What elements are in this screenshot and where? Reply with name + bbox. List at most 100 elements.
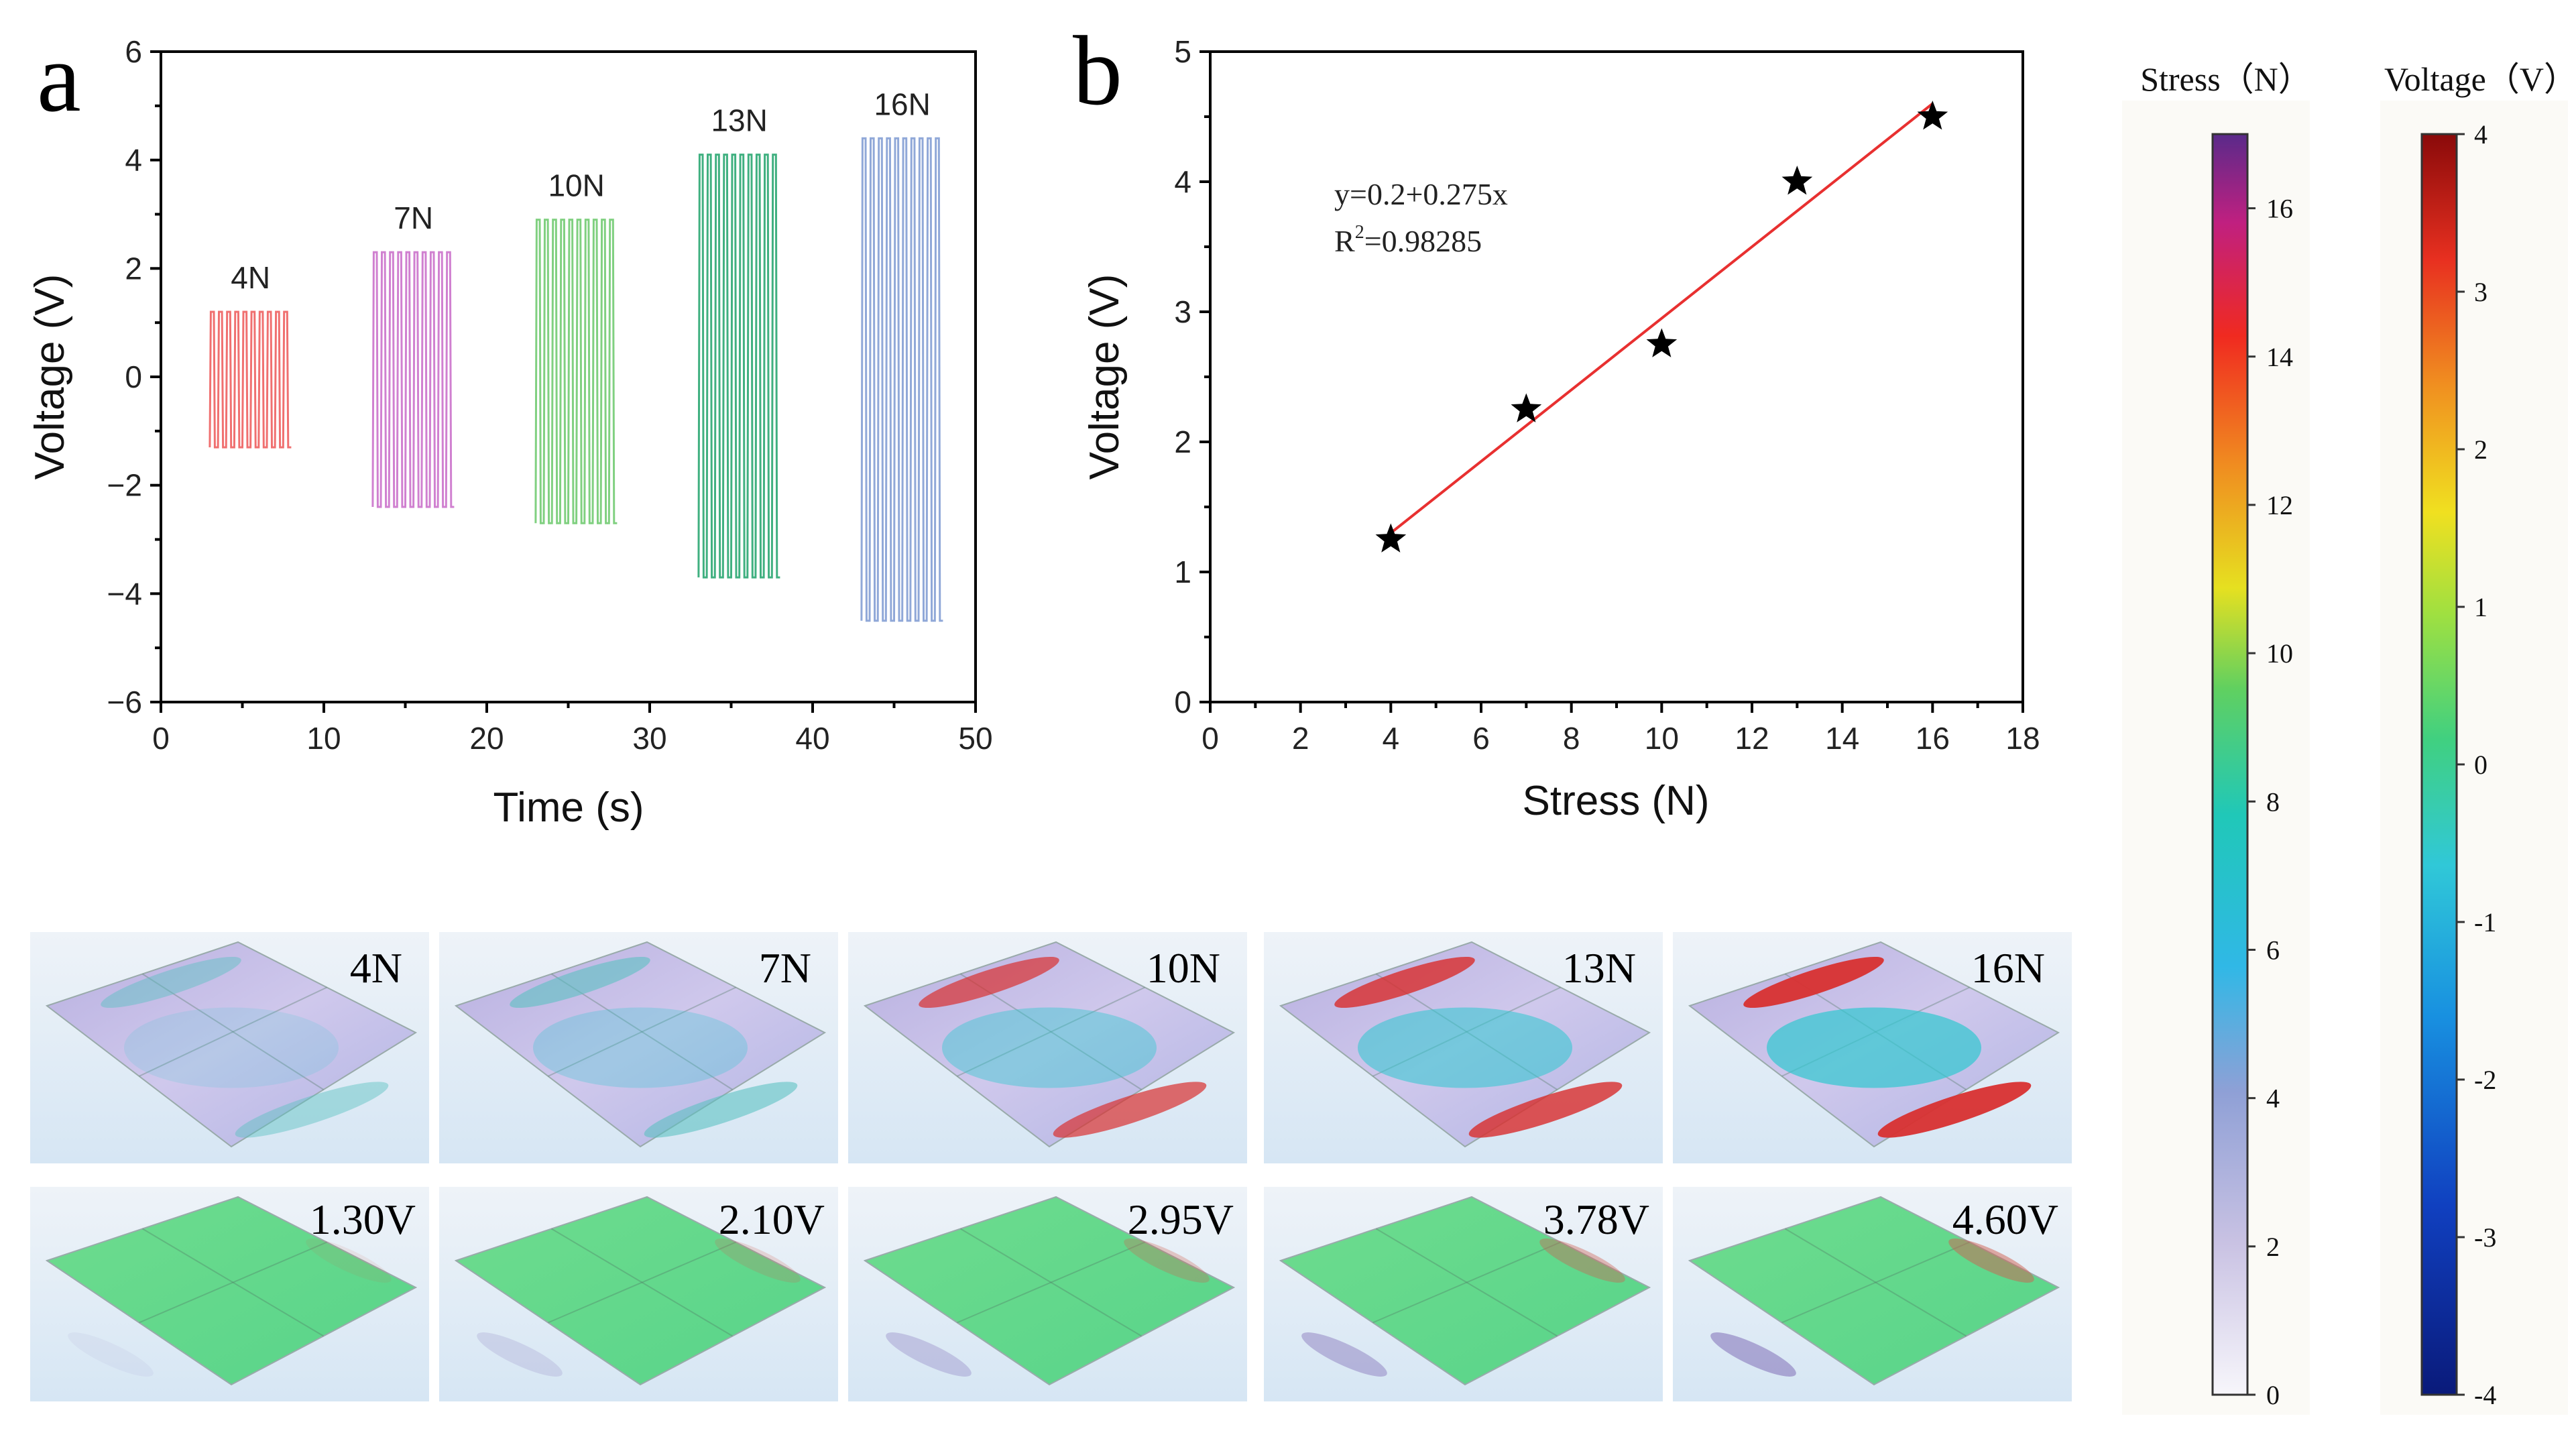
stress-hotspot	[1053, 1082, 1207, 1138]
voltage-colorbar-tick-label: -2	[2474, 1065, 2496, 1095]
voltage-colorbar-tick-label: 1	[2474, 592, 2487, 622]
stress-simulation-row: 4N 7N 10N 13N 16N	[30, 932, 2072, 1163]
chart-b-xtick-label: 16	[1916, 721, 1950, 756]
voltage-label: 4.60V	[1952, 1196, 2058, 1243]
chart-b-ytick-label: 4	[1174, 164, 1191, 199]
panel-label-b: b	[1073, 16, 1122, 126]
voltage-hotspot	[1301, 1332, 1387, 1377]
stress-colorbar-tick-label: 6	[2266, 935, 2280, 965]
stress-center-field	[124, 1007, 339, 1088]
chart-a-xtick-label: 0	[152, 721, 170, 756]
data-point-star	[1917, 101, 1948, 130]
stress-label: 13N	[1562, 944, 1636, 992]
chart-b-ylabel: Voltage (V)	[1081, 274, 1128, 480]
chart-a-xlabel: Time (s)	[493, 785, 644, 831]
voltage-plate-grid	[957, 1241, 1145, 1324]
voltage-colorbar-tick-label: 0	[2474, 750, 2487, 780]
chart-a-voltage-vs-time: 0 10 20 30 40 50 −6 −4 −2 0 2 4 6 4N 7N 10N 13N 16N Time…	[27, 34, 993, 831]
chart-b-frame	[1209, 50, 2024, 703]
chart-b-xtick-label: 18	[2005, 721, 2040, 756]
chart-a-ylabel: Voltage (V)	[27, 274, 73, 480]
chart-b-ytick-label: 0	[1174, 685, 1191, 719]
stress-hotspot	[644, 1082, 798, 1138]
voltage-plate-grid	[1784, 1228, 1967, 1337]
stress-label: 7N	[759, 944, 811, 992]
stress-hotspot	[1877, 1082, 2032, 1138]
chart-a-xtick-label: 20	[469, 721, 504, 756]
chart-a-xtick-label: 50	[958, 721, 992, 756]
voltage-colorbar-tick-label: -3	[2474, 1222, 2496, 1253]
data-point-star	[1646, 328, 1678, 357]
stress-colorbar-title: Stress（N）	[2140, 60, 2312, 98]
voltage-plate-grid	[959, 1228, 1143, 1337]
chart-a-xtick-label: 40	[795, 721, 829, 756]
chart-b-ytick-label: 3	[1174, 294, 1191, 329]
voltage-colorbar: Voltage（V） -4 -3 -2 -1 0 1 2 3 4	[2380, 60, 2576, 1415]
chart-b-xlabel: Stress (N)	[1523, 778, 1710, 824]
voltage-plate	[45, 1196, 418, 1386]
stress-colorbar: Stress（N） 0 2 4 6 8 10 12 14 16	[2122, 60, 2312, 1415]
stress-label: 16N	[1971, 944, 2045, 992]
voltage-hotspot	[1948, 1238, 2034, 1283]
stress-plate-grid	[548, 986, 736, 1077]
fit-r-squared: R2=0.98285	[1334, 222, 1482, 258]
panel-label-a: a	[37, 23, 81, 133]
chart-a-series-7N	[371, 251, 455, 508]
voltage-plate-grid	[1781, 1241, 1970, 1324]
voltage-plate-grid	[1375, 1228, 1558, 1337]
voltage-plate	[454, 1196, 827, 1386]
stress-hotspot	[1743, 956, 1884, 1008]
voltage-plate-grid	[139, 1241, 327, 1324]
chart-a-series-label: 4N	[231, 260, 270, 295]
chart-a-series-label: 16N	[874, 86, 930, 121]
stress-hotspot	[919, 956, 1059, 1008]
stress-center-field	[533, 1007, 748, 1088]
stress-label: 10N	[1147, 944, 1220, 992]
chart-a-series-16N	[860, 137, 943, 622]
chart-a-series-label: 7N	[394, 200, 433, 235]
voltage-colorbar-tick-label: 4	[2474, 119, 2487, 150]
voltage-hotspot	[306, 1238, 392, 1283]
voltage-simulation-row: 1.30V 2.10V 2.95V 3.78V 4.60V	[30, 1187, 2072, 1401]
data-point-star	[1375, 523, 1407, 553]
voltage-colorbar-tick-label: 2	[2474, 435, 2487, 465]
stress-colorbar-tick-label: 8	[2266, 787, 2280, 817]
chart-a-series-4N	[209, 310, 292, 449]
stress-plate-grid	[141, 973, 325, 1090]
stress-hotspot	[1334, 956, 1475, 1008]
stress-colorbar-tick-label: 14	[2266, 342, 2293, 372]
chart-b-xtick-label: 2	[1292, 721, 1309, 756]
chart-b-xtick-label: 14	[1825, 721, 1859, 756]
voltage-hotspot	[477, 1332, 563, 1377]
voltage-hotspot	[1710, 1332, 1796, 1377]
stress-colorbar-gradient	[2211, 133, 2249, 1396]
voltage-label: 2.10V	[719, 1196, 825, 1243]
chart-a-xtick-label: 10	[306, 721, 341, 756]
data-point-star	[1781, 166, 1813, 195]
stress-hotspot	[235, 1082, 389, 1138]
stress-colorbar-tick-label: 10	[2266, 638, 2293, 669]
voltage-label: 1.30V	[310, 1196, 416, 1243]
data-point-star	[1511, 393, 1542, 422]
chart-a-ytick-label: −6	[107, 685, 142, 719]
chart-a-ytick-label: −2	[107, 468, 142, 503]
chart-a-series-label: 10N	[548, 168, 604, 203]
voltage-colorbar-title: Voltage（V）	[2384, 60, 2576, 98]
voltage-colorbar-tick-label: -4	[2474, 1380, 2496, 1410]
voltage-plate	[1279, 1196, 1651, 1386]
chart-b-xtick-label: 0	[1202, 721, 1219, 756]
chart-b-xtick-label: 12	[1735, 721, 1769, 756]
stress-hotspot	[101, 956, 241, 1008]
chart-b-xtick-label: 4	[1383, 721, 1400, 756]
chart-a-ytick-label: 4	[125, 143, 142, 178]
voltage-colorbar-tick-label: 3	[2474, 277, 2487, 307]
chart-b-xtick-label: 10	[1645, 721, 1679, 756]
voltage-hotspot	[1124, 1238, 1210, 1283]
stress-center-field	[1767, 1007, 1981, 1088]
voltage-label: 2.95V	[1128, 1196, 1234, 1243]
chart-a-ytick-label: 2	[125, 251, 142, 286]
stress-hotspot	[1468, 1082, 1623, 1138]
voltage-hotspot	[68, 1332, 154, 1377]
chart-b-xtick-label: 6	[1472, 721, 1490, 756]
voltage-plate-grid	[1372, 1241, 1561, 1324]
